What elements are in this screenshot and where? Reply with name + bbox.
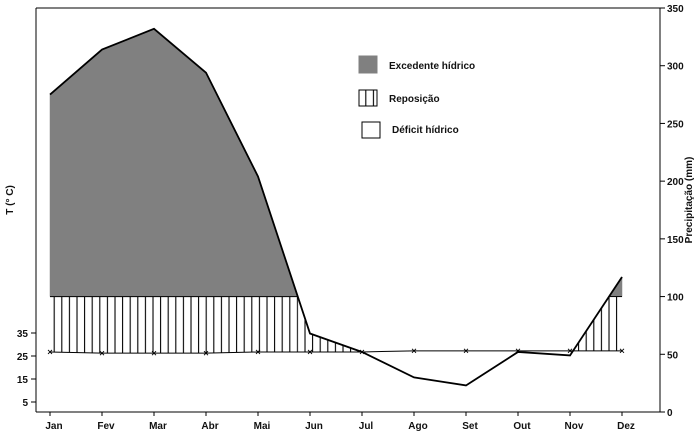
- left-axis-title: T (° C): [5, 185, 16, 215]
- evapotranspiration-marker: [151, 350, 157, 356]
- right-tick-label: 100: [667, 293, 684, 304]
- right-tick-label: 0: [667, 408, 673, 419]
- evapotranspiration-line: [49, 350, 622, 354]
- left-axis-ticks: 5 15 25 35: [17, 329, 36, 409]
- x-tick-label: Fev: [97, 421, 115, 432]
- plot-areas: [49, 28, 623, 386]
- x-tick-label: Mai: [254, 421, 271, 432]
- x-tick-label: Dez: [617, 421, 635, 432]
- right-axis-ticks: 0 50 100 150 200 250 300 350: [660, 4, 684, 419]
- right-tick-label: 150: [667, 235, 684, 246]
- legend-label-deficit: Déficit hídrico: [392, 125, 459, 136]
- legend-label-reposicao: Reposição: [389, 94, 440, 105]
- x-tick-label: Ago: [408, 421, 427, 432]
- recharge-area: [297, 296, 310, 352]
- left-tick-label: 35: [17, 329, 29, 340]
- right-tick-label: 50: [667, 350, 679, 361]
- x-tick-label: Jan: [45, 421, 62, 432]
- surplus-area: [49, 49, 103, 297]
- legend: Excedente hídrico Reposição Déficit hídr…: [358, 55, 475, 139]
- left-tick-label: 15: [17, 375, 29, 386]
- evapotranspiration-marker: [99, 350, 105, 356]
- recharge-area: [609, 296, 622, 351]
- x-tick-label: Set: [462, 421, 478, 432]
- x-tick-label: Jul: [359, 421, 374, 432]
- x-tick-label: Mar: [149, 421, 167, 432]
- surplus-area: [101, 28, 155, 297]
- x-tick-label: Out: [513, 421, 531, 432]
- surplus-area: [205, 72, 259, 297]
- x-tick-label: Jun: [305, 421, 323, 432]
- deficit-area: [414, 350, 466, 386]
- left-tick-label: 5: [22, 398, 28, 409]
- left-tick-label: 25: [17, 352, 29, 363]
- plot-lines: [47, 27, 625, 387]
- evapotranspiration-marker: [203, 350, 209, 356]
- evapotranspiration-marker: [619, 348, 625, 354]
- right-axis-title: Precipitação (mm): [684, 157, 695, 244]
- precipitation-line: [49, 27, 623, 387]
- evapotranspiration-marker: [47, 349, 53, 355]
- right-tick-label: 350: [667, 4, 684, 15]
- evapotranspiration-marker: [359, 349, 365, 355]
- evapotranspiration-marker: [255, 349, 261, 355]
- legend-swatch-reposicao: [358, 89, 378, 107]
- right-tick-label: 250: [667, 119, 684, 130]
- x-tick-label: Abr: [201, 421, 218, 432]
- evapotranspiration-marker: [515, 348, 521, 354]
- legend-swatch-deficit: [361, 121, 381, 139]
- x-axis-ticks: Jan Fev Mar Abr Mai Jun Jul Ago Set Out Nov Dez: [45, 412, 635, 432]
- evapotranspiration-marker: [463, 348, 469, 354]
- recharge-area: [154, 296, 206, 354]
- right-tick-label: 300: [667, 62, 684, 73]
- right-tick-label: 200: [667, 177, 684, 188]
- legend-label-excedente: Excedente hídrico: [389, 61, 475, 72]
- evapotranspiration-marker: [307, 349, 313, 355]
- recharge-area: [50, 296, 102, 354]
- recharge-area: [206, 296, 258, 354]
- evapotranspiration-marker: [411, 348, 417, 354]
- surplus-area: [153, 28, 207, 297]
- legend-swatch-excedente: [358, 55, 378, 74]
- recharge-area: [102, 296, 154, 354]
- x-tick-label: Nov: [565, 421, 584, 432]
- recharge-area: [258, 296, 298, 352]
- evapotranspiration-marker: [567, 348, 573, 354]
